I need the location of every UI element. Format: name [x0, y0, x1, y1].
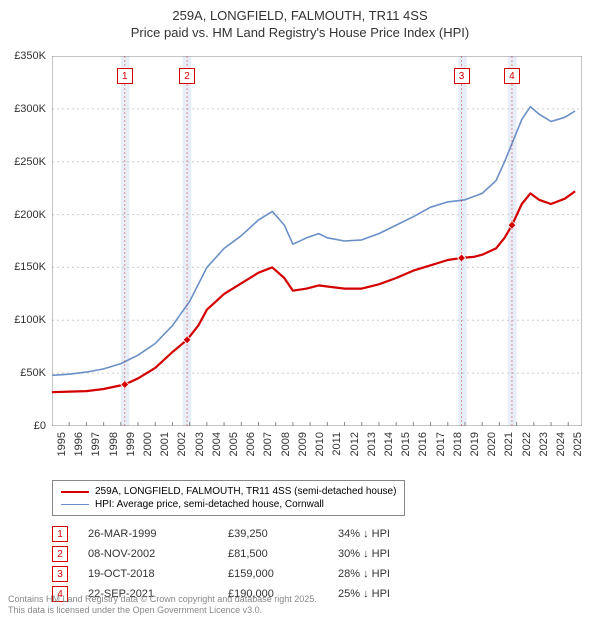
- marker-table-row: 2 08-NOV-2002£81,50030% ↓ HPI: [52, 544, 438, 564]
- marker-table-row: 3 19-OCT-2018£159,00028% ↓ HPI: [52, 564, 438, 584]
- marker-diff: 30% ↓ HPI: [338, 548, 438, 560]
- legend-swatch: [61, 504, 89, 505]
- marker-price: £39,250: [228, 528, 338, 540]
- x-axis: 1995 1996 1997 1998 1999 2000 2001 2002 2003 2004…: [52, 430, 582, 480]
- marker-date: 26-MAR-1999: [88, 528, 228, 540]
- legend-row: HPI: Average price, semi-detached house,…: [61, 498, 396, 511]
- legend: 259A, LONGFIELD, FALMOUTH, TR11 4SS (sem…: [52, 480, 405, 516]
- y-tick-label: £100K: [14, 314, 46, 326]
- y-tick-label: £200K: [14, 209, 46, 221]
- marker-price: £81,500: [228, 548, 338, 560]
- footer-line1: Contains HM Land Registry data © Crown c…: [8, 594, 317, 604]
- marker-number: 3: [52, 566, 68, 582]
- x-tick-label: 1999: [125, 432, 137, 456]
- marker-number: 1: [52, 526, 68, 542]
- x-tick-label: 2024: [555, 432, 567, 456]
- chart-title: 259A, LONGFIELD, FALMOUTH, TR11 4SS Pric…: [0, 0, 600, 42]
- chart-marker-label: 3: [454, 68, 470, 84]
- x-tick-label: 2019: [469, 432, 481, 456]
- x-tick-label: 2005: [228, 432, 240, 456]
- marker-date: 19-OCT-2018: [88, 568, 228, 580]
- x-tick-label: 1998: [108, 432, 120, 456]
- x-tick-label: 1997: [90, 432, 102, 456]
- marker-diff: 28% ↓ HPI: [338, 568, 438, 580]
- x-tick-label: 2014: [383, 432, 395, 456]
- title-line1: 259A, LONGFIELD, FALMOUTH, TR11 4SS: [172, 8, 427, 23]
- y-tick-label: £50K: [20, 367, 46, 379]
- footer-line2: This data is licensed under the Open Gov…: [8, 605, 262, 615]
- x-tick-label: 2010: [314, 432, 326, 456]
- marker-date: 08-NOV-2002: [88, 548, 228, 560]
- x-tick-label: 2023: [538, 432, 550, 456]
- x-tick-label: 2008: [280, 432, 292, 456]
- legend-row: 259A, LONGFIELD, FALMOUTH, TR11 4SS (sem…: [61, 485, 396, 498]
- legend-text: HPI: Average price, semi-detached house,…: [95, 499, 324, 510]
- chart-marker-label: 2: [179, 68, 195, 84]
- x-tick-label: 2001: [159, 432, 171, 456]
- y-tick-label: £0: [34, 420, 46, 432]
- x-tick-label: 2018: [452, 432, 464, 456]
- x-tick-label: 2000: [142, 432, 154, 456]
- y-tick-label: £350K: [14, 50, 46, 62]
- x-tick-label: 2002: [176, 432, 188, 456]
- marker-table-row: 1 26-MAR-1999£39,25034% ↓ HPI: [52, 524, 438, 544]
- y-tick-label: £300K: [14, 103, 46, 115]
- marker-table: 1 26-MAR-1999£39,25034% ↓ HPI 2 08-NOV-2002…: [52, 524, 438, 604]
- x-tick-label: 1996: [73, 432, 85, 456]
- y-tick-label: £150K: [14, 261, 46, 273]
- marker-diff: 25% ↓ HPI: [338, 588, 438, 600]
- x-tick-label: 2015: [400, 432, 412, 456]
- footer-attribution: Contains HM Land Registry data © Crown c…: [8, 594, 317, 616]
- x-tick-label: 2006: [245, 432, 257, 456]
- chart-marker-label: 1: [117, 68, 133, 84]
- y-axis: £0£50K£100K£150K£200K£250K£300K£350K: [0, 56, 50, 426]
- marker-number: 2: [52, 546, 68, 562]
- x-tick-label: 2020: [486, 432, 498, 456]
- x-tick-label: 2011: [331, 432, 343, 456]
- legend-swatch: [61, 491, 89, 493]
- x-tick-label: 2007: [262, 432, 274, 456]
- marker-diff: 34% ↓ HPI: [338, 528, 438, 540]
- x-tick-label: 2016: [417, 432, 429, 456]
- x-tick-label: 2012: [349, 432, 361, 456]
- legend-text: 259A, LONGFIELD, FALMOUTH, TR11 4SS (sem…: [95, 486, 396, 497]
- marker-price: £159,000: [228, 568, 338, 580]
- x-tick-label: 1995: [56, 432, 68, 456]
- x-tick-label: 2017: [435, 432, 447, 456]
- x-tick-label: 2022: [521, 432, 533, 456]
- chart-svg: [52, 56, 582, 426]
- chart-plot-area: 1 2 3 4: [52, 56, 582, 426]
- title-line2: Price paid vs. HM Land Registry's House …: [131, 25, 469, 40]
- x-tick-label: 2009: [297, 432, 309, 456]
- x-tick-label: 2003: [194, 432, 206, 456]
- x-tick-label: 2013: [366, 432, 378, 456]
- chart-marker-label: 4: [504, 68, 520, 84]
- x-tick-label: 2025: [572, 432, 584, 456]
- x-tick-label: 2004: [211, 432, 223, 456]
- y-tick-label: £250K: [14, 156, 46, 168]
- x-tick-label: 2021: [503, 432, 515, 456]
